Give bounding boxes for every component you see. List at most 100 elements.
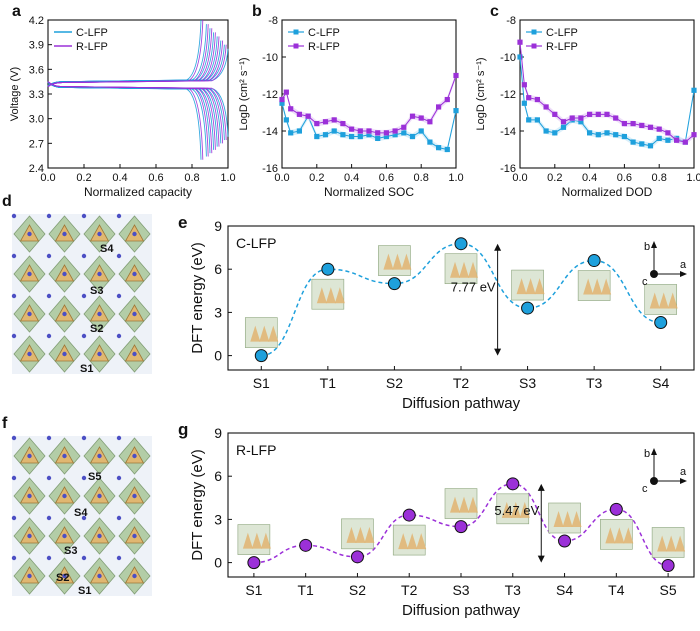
- x-tick-label: T2: [401, 582, 418, 598]
- thumbnail-polyhedron: [510, 501, 521, 518]
- x-tick-label: S2: [386, 375, 403, 391]
- data-point: [604, 111, 610, 117]
- thumbnail-polyhedron: [459, 261, 469, 278]
- atom: [132, 231, 137, 237]
- thumbnail-polyhedron: [501, 501, 512, 518]
- x-tick-label: 0.8: [652, 172, 667, 184]
- atom: [11, 435, 17, 441]
- panel-label: d: [2, 193, 12, 210]
- atom: [27, 311, 32, 317]
- axis-label-a: a: [680, 466, 687, 478]
- atom: [27, 493, 32, 499]
- data-point: [560, 119, 567, 125]
- axis-c-dot: [650, 270, 658, 278]
- data-point: [521, 82, 527, 88]
- charge-curve: [47, 19, 204, 87]
- axis-b-head: [651, 448, 657, 455]
- y-tick-label: 3.6: [29, 64, 44, 76]
- axis-label-b: b: [644, 241, 650, 253]
- charge-curve: [47, 28, 211, 87]
- energy-point: [454, 237, 468, 251]
- crystal-structure-d: d S4 S3 S2 S1: [2, 193, 152, 375]
- data-point: [639, 122, 645, 129]
- thumbnail-polyhedron: [242, 532, 253, 549]
- atom: [132, 533, 137, 539]
- thumbnail-polyhedron: [658, 292, 669, 309]
- series-band: [282, 72, 456, 136]
- energy-point: [521, 301, 535, 315]
- data-point: [526, 95, 532, 101]
- structure-thumbnail: [444, 253, 478, 285]
- data-point: [418, 115, 424, 121]
- data-point: [366, 128, 372, 134]
- atom: [46, 475, 52, 481]
- structure-thumbnail: [651, 527, 686, 558]
- x-tick-label: T1: [320, 375, 337, 391]
- atom: [81, 213, 87, 219]
- thumbnail-polyhedron: [383, 253, 394, 270]
- data-point: [349, 126, 355, 132]
- data-point: [552, 111, 558, 117]
- x-tick-label: 0.6: [379, 172, 394, 184]
- thumbnail-polyhedron: [601, 278, 612, 295]
- legend-marker: [293, 29, 299, 35]
- y-axis-label: LogD (cm² s⁻¹): [238, 57, 250, 130]
- y-tick-label: 4.2: [29, 15, 44, 27]
- atom: [97, 351, 102, 357]
- atom: [132, 573, 137, 579]
- data-point: [392, 128, 398, 134]
- data-point: [521, 100, 527, 106]
- data-point: [595, 132, 601, 138]
- atom: [11, 213, 17, 219]
- y-tick-label: -14: [262, 126, 278, 138]
- atom: [11, 515, 17, 521]
- data-point: [453, 72, 459, 79]
- charge-curve: [47, 32, 215, 87]
- panel-e: 0 3 6 9 S1 T1 S2 T2 S3 T3 S4 Diffusion pathway DFT e…: [178, 213, 695, 412]
- data-point: [691, 87, 697, 93]
- y-tick-label: -12: [262, 89, 278, 101]
- y-tick-label: 6: [214, 261, 222, 277]
- data-point: [647, 124, 654, 130]
- energy-point: [609, 502, 623, 516]
- structure-thumbnail: [444, 488, 478, 519]
- y-tick-label: 3.0: [29, 114, 44, 126]
- x-tick-label: 1.0: [220, 172, 235, 184]
- thumbnail-polyhedron: [623, 527, 634, 544]
- charge-curve: [47, 48, 229, 87]
- thumbnail-polyhedron: [398, 533, 409, 550]
- data-point: [444, 96, 450, 103]
- thumbnail-polyhedron: [516, 278, 527, 295]
- data-point: [409, 113, 416, 119]
- atom: [81, 293, 87, 299]
- data-point: [314, 121, 320, 127]
- discharge-curve: [47, 81, 227, 141]
- x-tick-label: S5: [660, 582, 677, 598]
- x-tick-label: 0.2: [309, 172, 324, 184]
- structure-thumbnail: [311, 278, 345, 310]
- data-point: [314, 133, 320, 140]
- thumbnail-polyhedron: [525, 278, 536, 295]
- structure-thumbnail: [392, 524, 427, 556]
- site-label: S3: [64, 545, 77, 557]
- site-label: S3: [90, 285, 103, 297]
- data-point: [392, 132, 398, 138]
- panel-c: 0.0 0.2 0.4 0.6 0.8 1.0 -8 -10 -12 -14 -16 Normaliz…: [475, 3, 700, 199]
- axis-label-b: b: [644, 448, 650, 460]
- data-point: [409, 133, 416, 140]
- y-tick-label: -8: [506, 15, 516, 27]
- data-point: [517, 54, 523, 60]
- panel-a: 0.0 0.2 0.4 0.6 0.8 1.0 2.4 2.7 3.0 3.3 3.6 3.9 4.2 N…: [9, 3, 236, 199]
- arrow-head: [537, 483, 545, 491]
- atom: [132, 453, 137, 459]
- data-point: [283, 89, 289, 95]
- data-point: [613, 132, 619, 138]
- atom: [116, 475, 122, 481]
- data-point: [674, 137, 680, 143]
- series-band: [282, 100, 456, 153]
- atom: [46, 435, 52, 441]
- thumbnail-polyhedron: [468, 496, 478, 513]
- atom: [46, 213, 52, 219]
- data-point: [587, 130, 593, 136]
- x-tick-label: 1.0: [686, 172, 700, 184]
